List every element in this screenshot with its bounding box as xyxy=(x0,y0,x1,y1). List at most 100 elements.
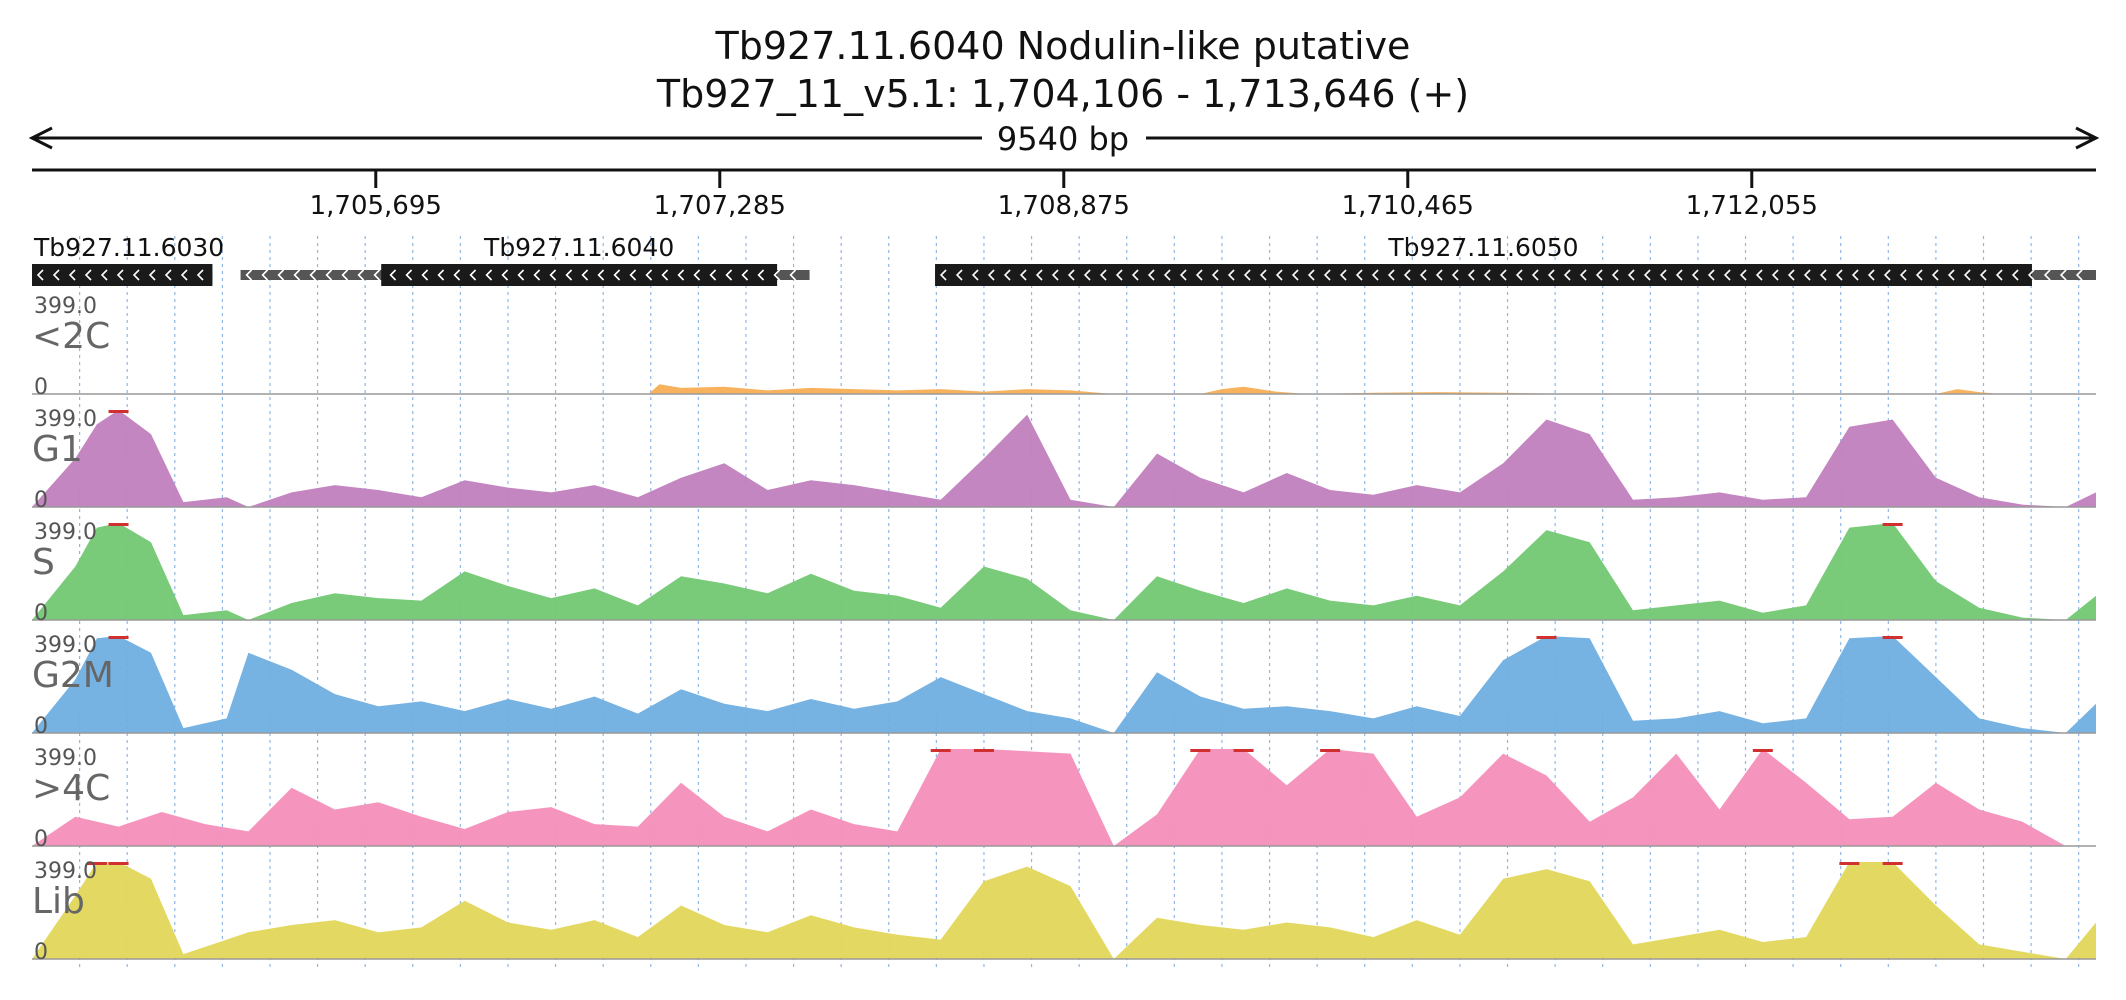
clip-mark xyxy=(1882,862,1903,865)
track-ymax-label: 399.0 xyxy=(34,859,97,884)
strand-arrow xyxy=(773,269,781,281)
strand-arrow xyxy=(1035,269,1043,281)
strand-arrow xyxy=(725,269,733,281)
strand-arrow xyxy=(1755,269,1763,281)
gene-body xyxy=(32,264,213,286)
strand-arrow xyxy=(1147,269,1155,281)
strand-arrow xyxy=(325,269,333,281)
strand-arrow xyxy=(565,269,573,281)
strand-arrow xyxy=(1787,269,1795,281)
coverage-area xyxy=(32,384,2096,394)
strand-arrow xyxy=(36,269,44,281)
strand-arrow xyxy=(1835,269,1843,281)
strand-arrow xyxy=(1131,269,1139,281)
clip-mark xyxy=(86,862,107,865)
strand-arrow xyxy=(1051,269,1059,281)
strand-arrow xyxy=(1227,269,1235,281)
strand-arrow xyxy=(453,269,461,281)
track-ymax-label: 399.0 xyxy=(34,520,97,545)
strand-arrow xyxy=(1259,269,1267,281)
strand-arrow xyxy=(1963,269,1971,281)
strand-arrow xyxy=(309,269,317,281)
strand-arrow xyxy=(485,269,493,281)
strand-arrow xyxy=(1499,269,1507,281)
gene-body xyxy=(935,264,2032,286)
strand-arrow xyxy=(1547,269,1555,281)
strand-arrow xyxy=(1307,269,1315,281)
strand-arrow xyxy=(1915,269,1923,281)
strand-arrow xyxy=(437,269,445,281)
track-ymax-label: 399.0 xyxy=(34,407,97,432)
coverage-area xyxy=(32,523,2096,620)
track-name-label: <2C xyxy=(32,316,110,357)
track-ymin-label: 0 xyxy=(34,601,48,626)
strand-arrow xyxy=(1899,269,1907,281)
strand-arrow xyxy=(1931,269,1939,281)
coverage-area xyxy=(32,862,2096,959)
strand-arrow xyxy=(68,269,76,281)
strand-arrow xyxy=(1403,269,1411,281)
track-ymin-label: 0 xyxy=(34,940,48,965)
strand-arrow xyxy=(1275,269,1283,281)
strand-arrow xyxy=(987,269,995,281)
clip-mark xyxy=(108,636,129,639)
track-name-label: S xyxy=(32,542,55,583)
strand-arrow xyxy=(677,269,685,281)
strand-arrow xyxy=(533,269,541,281)
strand-arrow xyxy=(1739,269,1747,281)
strand-arrow xyxy=(1563,269,1571,281)
coverage-area xyxy=(32,749,2096,846)
gene-label: Tb927.11.6050 xyxy=(1387,233,1578,262)
strand-arrow xyxy=(1771,269,1779,281)
strand-arrow xyxy=(613,269,621,281)
strand-arrow xyxy=(1627,269,1635,281)
ruler-tick-label: 1,712,055 xyxy=(1686,191,1818,221)
ruler-tick-label: 1,705,695 xyxy=(310,191,442,221)
gene-label: Tb927.11.6040 xyxy=(483,233,674,262)
strand-arrow xyxy=(1355,269,1363,281)
strand-arrow xyxy=(661,269,669,281)
strand-arrow xyxy=(1979,269,1987,281)
strand-arrow xyxy=(196,269,204,281)
strand-arrow xyxy=(2075,269,2083,281)
strand-arrow xyxy=(389,269,397,281)
strand-arrow xyxy=(293,269,301,281)
strand-arrow xyxy=(1483,269,1491,281)
strand-arrow xyxy=(1515,269,1523,281)
clip-mark xyxy=(1536,636,1557,639)
strand-arrow xyxy=(1115,269,1123,281)
track-ymax-label: 399.0 xyxy=(34,633,97,658)
clip-mark xyxy=(108,523,129,526)
track-ymax-label: 399.0 xyxy=(34,746,97,771)
clip-mark xyxy=(108,410,129,413)
track-ymin-label: 0 xyxy=(34,375,48,400)
strand-arrow xyxy=(629,269,637,281)
ruler-tick-label: 1,708,875 xyxy=(998,191,1130,221)
strand-arrow xyxy=(1323,269,1331,281)
strand-arrow xyxy=(405,269,413,281)
track-ymin-label: 0 xyxy=(34,714,48,739)
strand-arrow xyxy=(164,269,172,281)
strand-arrow xyxy=(549,269,557,281)
strand-arrow xyxy=(597,269,605,281)
strand-arrow xyxy=(1083,269,1091,281)
strand-arrow xyxy=(2027,269,2035,281)
clip-mark xyxy=(1752,749,1773,752)
gene-label: Tb927.11.6030 xyxy=(33,233,224,262)
strand-arrow xyxy=(421,269,429,281)
strand-arrow xyxy=(100,269,108,281)
ruler-tick-label: 1,710,465 xyxy=(1342,191,1474,221)
strand-arrow xyxy=(341,269,349,281)
strand-arrow xyxy=(1995,269,2003,281)
strand-arrow xyxy=(1707,269,1715,281)
strand-arrow xyxy=(1435,269,1443,281)
strand-arrow xyxy=(645,269,653,281)
strand-arrow xyxy=(789,269,797,281)
strand-arrow xyxy=(1163,269,1171,281)
track-ymax-label: 399.0 xyxy=(34,294,97,319)
strand-arrow xyxy=(1691,269,1699,281)
strand-arrow xyxy=(1211,269,1219,281)
strand-arrow xyxy=(1611,269,1619,281)
span-arrow-left xyxy=(28,126,53,150)
